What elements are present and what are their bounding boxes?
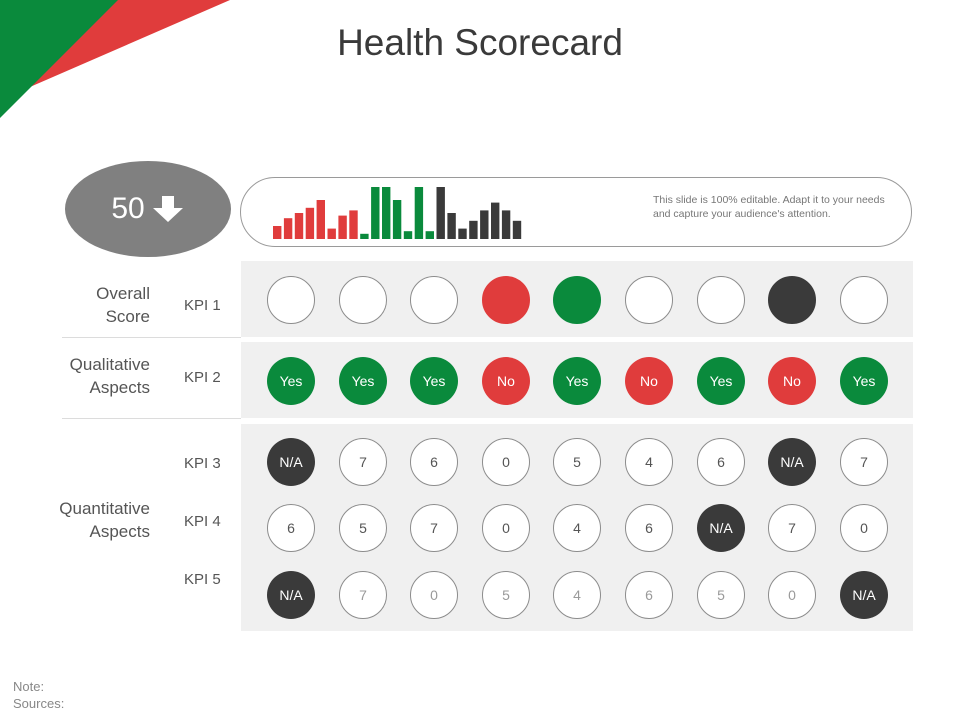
chart-bar: [371, 187, 380, 239]
kpi-status-circle: 6: [697, 438, 745, 486]
kpi-label: KPI 2: [184, 369, 221, 386]
category-quantitative-aspects: Quantitative Aspects: [59, 499, 150, 541]
kpi-status-circle: 0: [482, 438, 530, 486]
kpi-label: KPI 4: [184, 513, 221, 530]
chart-bar: [491, 202, 500, 239]
kpi-status-circle: N/A: [267, 571, 315, 619]
page-title: Health Scorecard: [337, 22, 623, 63]
kpi-status-circle: [482, 276, 530, 324]
kpi-status-circle: [625, 276, 673, 324]
kpi-status-circle: N/A: [697, 504, 745, 552]
kpi-status-circle: [267, 276, 315, 324]
kpi-status-circle: N/A: [768, 438, 816, 486]
chart-bar: [403, 231, 413, 239]
trend-bar-chart: [273, 187, 522, 239]
kpi-status-circle: 5: [697, 571, 745, 619]
kpi-status-circle: [339, 276, 387, 324]
kpi-status-circle: 0: [840, 504, 888, 552]
kpi-status-circle: No: [768, 357, 816, 405]
kpi-status-circle: 7: [339, 571, 387, 619]
kpi-status-circle: 6: [625, 571, 673, 619]
kpi-status-circle: N/A: [840, 571, 888, 619]
kpi-status-circle: 0: [482, 504, 530, 552]
category-divider: [62, 418, 241, 419]
kpi-status-circle: Yes: [410, 357, 458, 405]
chart-bar: [273, 226, 282, 239]
corner-decoration: [0, 0, 230, 118]
trend-chart-panel: This slide is 100% editable. Adapt it to…: [240, 177, 912, 247]
category-qualitative-aspects: Qualitative Aspects: [69, 355, 150, 397]
chart-bar: [458, 228, 467, 239]
kpi-status-circle: N/A: [267, 438, 315, 486]
chart-bar: [512, 220, 522, 239]
chart-bar: [360, 233, 369, 239]
chart-bar: [469, 220, 478, 239]
kpi-status-circle: 7: [410, 504, 458, 552]
footer-sources: Sources:: [13, 696, 65, 711]
kpi-status-circle: [697, 276, 745, 324]
kpi-status-circle: 0: [768, 571, 816, 619]
kpi-status-circle: Yes: [840, 357, 888, 405]
chart-bar: [436, 187, 445, 239]
chart-bar: [316, 200, 325, 239]
chart-bar: [305, 207, 315, 239]
kpi-status-circle: Yes: [339, 357, 387, 405]
category-overall-score: Overall Score: [96, 284, 150, 326]
chart-bar: [338, 215, 347, 239]
kpi-status-circle: 5: [553, 438, 601, 486]
chart-bar: [382, 187, 391, 239]
chart-bar: [283, 218, 293, 239]
chart-bar: [480, 210, 489, 239]
editable-note-text: This slide is 100% editable. Adapt it to…: [653, 194, 885, 220]
kpi-status-circle: No: [625, 357, 673, 405]
kpi-label: KPI 1: [184, 297, 221, 314]
chart-bar: [414, 187, 424, 239]
kpi-status-circle: [553, 276, 601, 324]
kpi-status-circle: 7: [339, 438, 387, 486]
kpi-status-circle: Yes: [267, 357, 315, 405]
chart-bar: [392, 200, 402, 239]
kpi-status-circle: Yes: [697, 357, 745, 405]
category-divider: [62, 337, 241, 338]
chart-bar: [425, 231, 434, 239]
chart-bar: [294, 213, 304, 239]
kpi-status-circle: No: [482, 357, 530, 405]
kpi-status-circle: 6: [410, 438, 458, 486]
chart-bar: [501, 210, 511, 239]
kpi-status-circle: 0: [410, 571, 458, 619]
kpi-status-circle: 4: [553, 571, 601, 619]
kpi-status-circle: 4: [625, 438, 673, 486]
kpi-status-circle: 5: [339, 504, 387, 552]
overall-score-value: 50: [111, 192, 145, 225]
kpi-status-circle: 7: [840, 438, 888, 486]
kpi-status-circle: 5: [482, 571, 530, 619]
kpi-label: KPI 5: [184, 571, 221, 588]
chart-bar: [447, 213, 456, 239]
kpi-status-circle: 6: [625, 504, 673, 552]
footer-note: Note:: [13, 679, 45, 694]
overall-score-badge: 50: [65, 161, 231, 257]
chart-bar: [327, 228, 336, 239]
chart-bar: [349, 210, 358, 239]
kpi-status-circle: 7: [768, 504, 816, 552]
kpi-status-circle: 4: [553, 504, 601, 552]
kpi-status-circle: Yes: [553, 357, 601, 405]
kpi-status-circle: [410, 276, 458, 324]
kpi-status-circle: 6: [267, 504, 315, 552]
kpi-label: KPI 3: [184, 455, 221, 472]
kpi-status-circle: [840, 276, 888, 324]
arrow-down-icon: [152, 196, 183, 222]
kpi-status-circle: [768, 276, 816, 324]
